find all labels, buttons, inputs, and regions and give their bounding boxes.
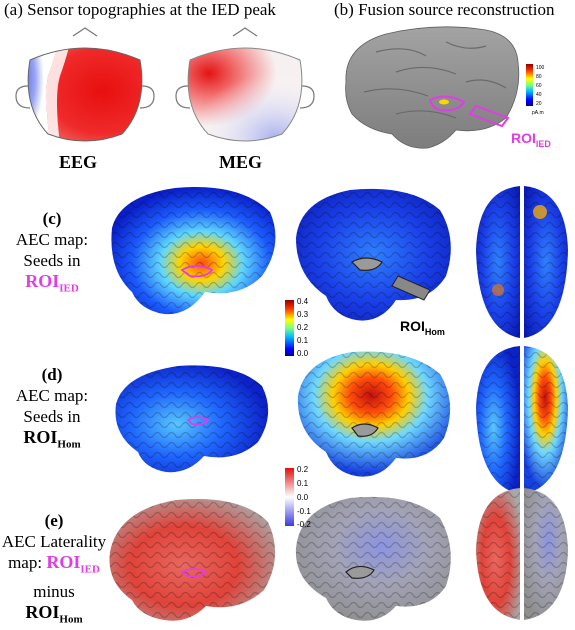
row-e-right-lateral xyxy=(295,496,451,621)
lat-cb-tick-4: -0.1 xyxy=(297,507,311,516)
aec-cb-tick-5: 0.0 xyxy=(297,349,309,358)
row-e-line2: AEC Laterality xyxy=(1,532,107,551)
row-e-roi-hom: ROIHom xyxy=(25,601,83,626)
row-c-letter: (c) xyxy=(42,209,62,228)
eeg-topography xyxy=(15,27,155,142)
row-d-letter: (d) xyxy=(41,365,63,384)
row-e-top-view xyxy=(476,488,568,620)
roi-hom-sub: Hom xyxy=(424,326,445,337)
eeg-label: EEG xyxy=(59,152,98,172)
fusion-cb-tick-3: 60 xyxy=(536,83,542,89)
row-e-line3: map: ROIIED xyxy=(8,552,100,576)
fusion-cb-unit: pA.m xyxy=(532,110,544,116)
row-c-line2: AEC map: xyxy=(15,230,89,249)
row-c-right-lateral xyxy=(296,188,451,321)
aec-cb-tick-2: 0.3 xyxy=(297,310,309,319)
laterality-colorbar xyxy=(285,468,294,526)
row-d-right-lateral xyxy=(297,351,451,477)
fusion-cb-tick-4: 40 xyxy=(536,92,542,98)
row-c-line3: Seeds in xyxy=(23,251,81,270)
fusion-cb-tick-1: 100 xyxy=(536,65,545,71)
row-e-line4: minus xyxy=(33,581,75,601)
row-e-left-lateral xyxy=(109,498,276,621)
panel-a-title: (a) Sensor topographies at the IED peak xyxy=(4,0,276,19)
meg-topography xyxy=(175,27,315,142)
row-c-roi-hom-label: ROIHom xyxy=(400,318,445,337)
meg-label: MEG xyxy=(219,152,262,172)
row-c-top-view xyxy=(476,186,568,338)
row-d-roi: ROIHom xyxy=(23,427,81,451)
row-c-left-lateral xyxy=(111,187,276,315)
row-d-top-view xyxy=(476,346,568,494)
row-c-roi: ROIIED xyxy=(25,271,79,295)
fusion-roi-ied-label: ROIIED xyxy=(511,130,551,149)
row-d-line2: AEC map: xyxy=(15,386,89,405)
lat-cb-tick-3: 0.0 xyxy=(297,493,309,502)
fusion-roi-main: ROI xyxy=(511,130,536,146)
aec-colorbar xyxy=(285,300,294,356)
row-e-label: (e) AEC Laterality map: ROIIED minus ROI… xyxy=(0,510,108,630)
fusion-cb-tick-5: 20 xyxy=(536,101,542,107)
roi-hom-main: ROI xyxy=(400,318,425,334)
aec-cb-tick-1: 0.4 xyxy=(297,297,309,306)
row-d-left-lateral xyxy=(115,365,269,473)
lat-cb-tick-5: -0.2 xyxy=(297,520,311,529)
fusion-roi-sub: IED xyxy=(535,138,551,149)
lat-cb-tick-1: 0.2 xyxy=(297,465,309,474)
fusion-brain: 100 80 60 40 20 pA.m xyxy=(345,26,545,149)
aec-cb-tick-4: 0.1 xyxy=(297,336,309,345)
row-d-line3: Seeds in xyxy=(23,407,81,426)
row-c-label: (c) AEC map: Seeds in ROIIED xyxy=(2,208,102,300)
aec-cb-tick-3: 0.2 xyxy=(297,323,309,332)
panel-b-title: (b) Fusion source reconstruction xyxy=(334,0,555,19)
row-d-label: (d) AEC map: Seeds in ROIHom xyxy=(2,364,102,456)
lat-cb-tick-2: 0.1 xyxy=(297,479,309,488)
fusion-cb-tick-2: 80 xyxy=(536,74,542,80)
row-e-letter: (e) xyxy=(44,511,64,530)
